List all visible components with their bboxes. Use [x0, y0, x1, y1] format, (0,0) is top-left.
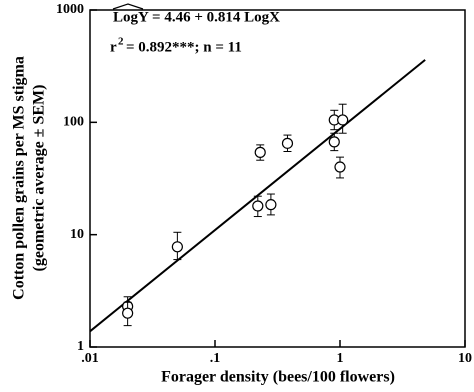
point: [281, 137, 294, 149]
x-tick-label: .01: [81, 351, 99, 366]
equation: LogY = 4.46 + 0.814 LogX: [113, 9, 280, 25]
point: [254, 146, 266, 158]
point: [265, 199, 277, 211]
x-axis-label: Forager density (bees/100 flowers): [161, 369, 395, 386]
x-tick-label: 10: [458, 351, 472, 366]
y-axis-label: (geometric average ± SEM): [31, 85, 48, 272]
hat: [112, 3, 144, 10]
point: [252, 200, 264, 212]
point: [328, 136, 340, 148]
point: [334, 161, 346, 173]
fit-line: [89, 59, 426, 333]
y-tick-label: 1000: [56, 2, 84, 17]
plot-frame: [89, 9, 466, 348]
point: [122, 307, 134, 319]
y-tick-label: 10: [70, 227, 84, 242]
y-tick-label: 1: [77, 339, 84, 354]
point: [337, 114, 349, 126]
r-squared: r: [110, 39, 117, 55]
x-tick-label: 1: [337, 351, 344, 366]
r-squared-value: = 0.892***; n = 11: [126, 39, 242, 55]
superscript: 2: [118, 36, 124, 48]
y-tick-label: 100: [63, 115, 84, 130]
point: [171, 241, 183, 253]
y-axis-label: Cotton pollen grains per MS stigma: [11, 56, 28, 300]
x-tick-label: .1: [210, 351, 221, 366]
